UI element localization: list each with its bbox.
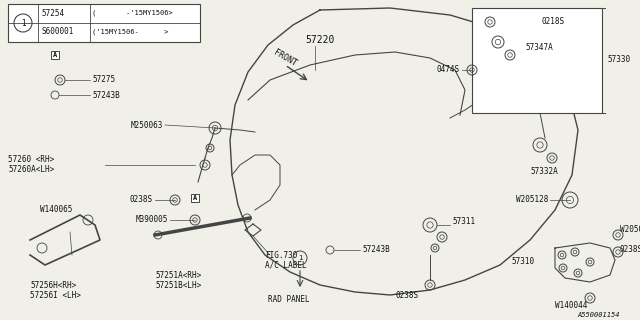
Text: A: A <box>193 195 197 201</box>
Text: 57251A<RH>: 57251A<RH> <box>155 270 201 279</box>
Text: 0238S: 0238S <box>130 196 153 204</box>
Text: 57347A: 57347A <box>525 44 553 52</box>
Text: 0238S: 0238S <box>395 291 418 300</box>
Text: 1: 1 <box>20 19 26 28</box>
Text: 57243B: 57243B <box>362 245 390 254</box>
Text: 57260 <RH>: 57260 <RH> <box>8 156 54 164</box>
Text: W140044: W140044 <box>555 301 588 310</box>
Bar <box>472 8 602 113</box>
Text: 57310: 57310 <box>512 258 535 267</box>
Text: 0238S: 0238S <box>620 245 640 254</box>
Text: 57251B<LH>: 57251B<LH> <box>155 281 201 290</box>
Text: A: A <box>53 52 57 58</box>
Text: 57332A: 57332A <box>530 167 557 177</box>
Text: FRONT: FRONT <box>272 48 298 68</box>
Text: M250063: M250063 <box>131 121 163 130</box>
Text: W205128: W205128 <box>516 196 548 204</box>
Text: 57260A<LH>: 57260A<LH> <box>8 165 54 174</box>
Text: (       -'15MY1506>: ( -'15MY1506> <box>92 10 173 16</box>
Text: A/C LABEL: A/C LABEL <box>265 260 307 269</box>
Text: 57275: 57275 <box>92 76 115 84</box>
Text: S600001: S600001 <box>41 28 74 36</box>
Text: A550001154: A550001154 <box>577 312 620 318</box>
Bar <box>51 51 59 59</box>
Text: 57243B: 57243B <box>92 91 120 100</box>
Text: 57330: 57330 <box>607 55 630 65</box>
Text: RAD PANEL: RAD PANEL <box>268 295 310 305</box>
Text: 57254: 57254 <box>41 9 64 18</box>
Bar <box>191 194 199 202</box>
Text: M390005: M390005 <box>136 215 168 225</box>
Text: W140065: W140065 <box>40 205 72 214</box>
Text: 0474S: 0474S <box>437 66 460 75</box>
Bar <box>8 4 200 42</box>
Text: 57220: 57220 <box>305 35 334 45</box>
Text: ('15MY1506-      >: ('15MY1506- > <box>92 29 168 35</box>
Text: 0218S: 0218S <box>542 18 565 27</box>
Text: FIG.730: FIG.730 <box>265 251 298 260</box>
Text: 57311: 57311 <box>452 218 475 227</box>
Text: 1: 1 <box>298 255 302 261</box>
Text: W205071: W205071 <box>620 226 640 235</box>
Text: 57256I <LH>: 57256I <LH> <box>30 291 81 300</box>
Text: 57256H<RH>: 57256H<RH> <box>30 281 76 290</box>
